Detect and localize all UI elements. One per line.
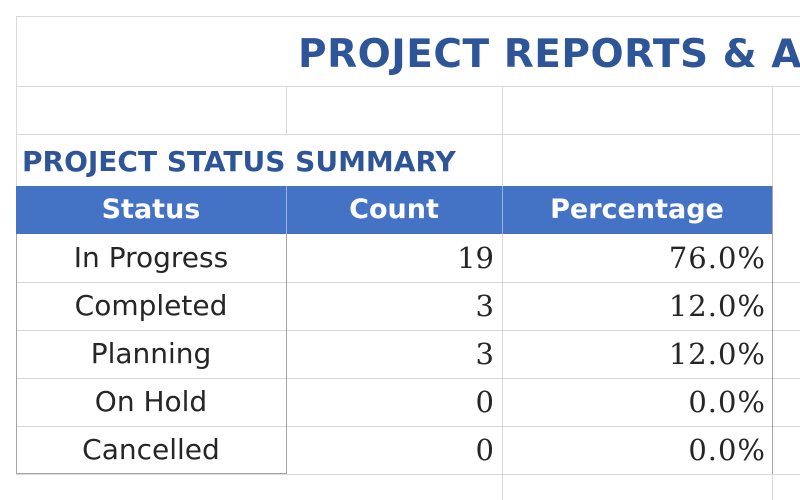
gridline <box>16 474 800 475</box>
status-cell[interactable]: In Progress <box>73 241 229 274</box>
header-divider <box>502 186 503 234</box>
count-cell[interactable]: 3 <box>475 337 494 371</box>
header-count[interactable]: Count <box>349 194 439 225</box>
section-title[interactable]: PROJECT STATUS SUMMARY <box>22 145 456 178</box>
count-cell[interactable]: 0 <box>475 433 494 467</box>
gridline <box>16 134 800 135</box>
gridline <box>286 86 287 134</box>
header-divider <box>286 186 287 234</box>
gridline <box>16 86 17 186</box>
table-border <box>16 234 17 474</box>
gridline <box>502 234 503 500</box>
gridline <box>16 282 800 283</box>
gridline <box>502 86 503 186</box>
gridline <box>772 86 773 186</box>
table-header-row: Status Count Percentage <box>16 186 772 234</box>
status-cell[interactable]: Cancelled <box>82 433 220 466</box>
table-row: Cancelled 0 0.0% <box>16 426 772 474</box>
table-border <box>286 234 287 474</box>
count-cell[interactable]: 19 <box>457 241 494 275</box>
count-cell[interactable]: 0 <box>475 385 494 419</box>
percentage-cell[interactable]: 0.0% <box>688 433 766 467</box>
percentage-cell[interactable]: 12.0% <box>668 337 766 371</box>
table-row: On Hold 0 0.0% <box>16 378 772 426</box>
gridline <box>16 330 800 331</box>
table-row: Planning 3 12.0% <box>16 330 772 378</box>
table-border <box>16 473 286 474</box>
gridline <box>16 16 17 86</box>
header-percentage[interactable]: Percentage <box>550 194 724 225</box>
gridline <box>16 378 800 379</box>
table-row: Completed 3 12.0% <box>16 282 772 330</box>
gridline <box>16 16 800 17</box>
status-cell[interactable]: Planning <box>90 337 212 370</box>
status-cell[interactable]: Completed <box>74 289 228 322</box>
table-row: In Progress 19 76.0% <box>16 234 772 282</box>
percentage-cell[interactable]: 12.0% <box>668 289 766 323</box>
percentage-cell[interactable]: 0.0% <box>688 385 766 419</box>
gridline <box>16 86 800 87</box>
gridline <box>772 474 773 500</box>
header-status[interactable]: Status <box>101 194 201 225</box>
gridline <box>16 426 800 427</box>
table-border <box>772 186 773 474</box>
report-title[interactable]: PROJECT REPORTS & A <box>298 32 800 77</box>
count-cell[interactable]: 3 <box>475 289 494 323</box>
status-cell[interactable]: On Hold <box>94 385 208 418</box>
percentage-cell[interactable]: 76.0% <box>668 241 766 275</box>
